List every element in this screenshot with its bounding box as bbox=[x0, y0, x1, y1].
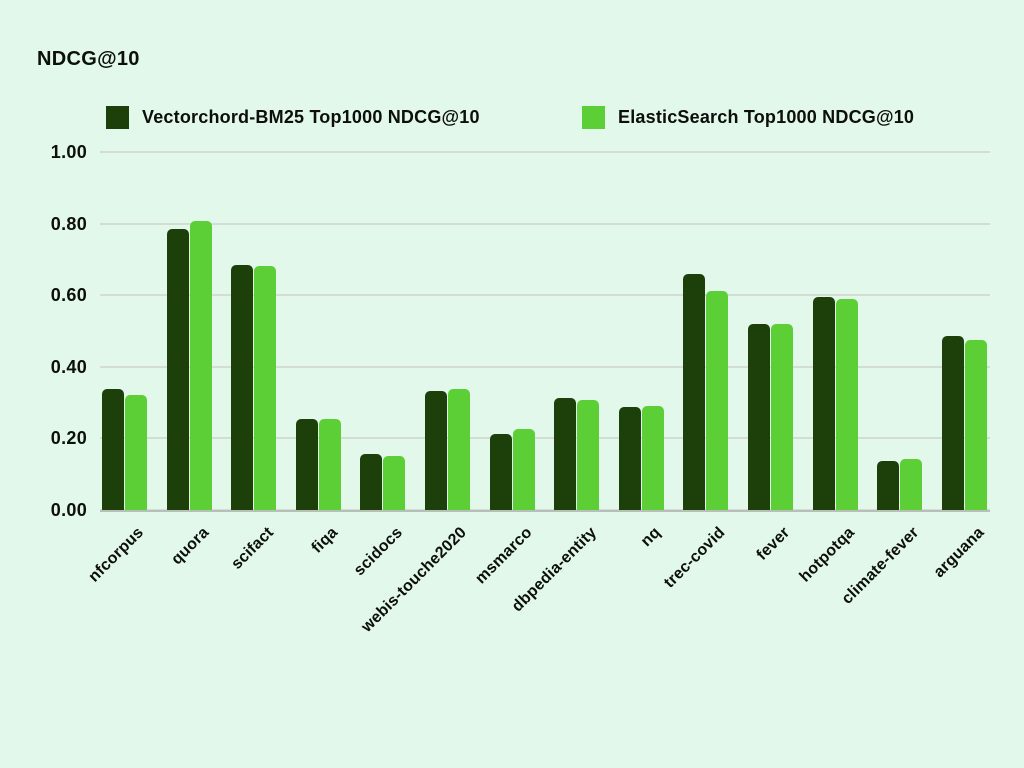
bar-nfcorpus-vectorchord bbox=[102, 389, 124, 510]
x-axis-label-quora: quora bbox=[167, 524, 213, 569]
bar-arguana-elasticsearch bbox=[964, 339, 987, 510]
x-axis-label-scifact: scifact bbox=[227, 524, 277, 573]
x-axis-label-fiqa: fiqa bbox=[308, 524, 342, 557]
legend-swatch-vectorchord-icon bbox=[106, 106, 129, 129]
bar-climate-fever-elasticsearch bbox=[900, 458, 923, 510]
bar-trec-covid-elasticsearch bbox=[706, 290, 729, 510]
y-tick-label-0.80: 0.80 bbox=[50, 213, 87, 234]
bar-climate-fever-vectorchord bbox=[877, 461, 900, 510]
bar-dbpedia-entity-vectorchord bbox=[554, 397, 577, 510]
y-tick-label-0.00: 0.00 bbox=[50, 500, 87, 520]
bar-trec-covid-vectorchord bbox=[683, 273, 706, 510]
bar-hotpotqa-vectorchord bbox=[812, 296, 835, 510]
chart-title: NDCG@10 bbox=[37, 48, 140, 70]
gridline-1.00 bbox=[100, 151, 990, 153]
bar-webis-touche2020-vectorchord bbox=[425, 391, 447, 510]
legend-swatch-elasticsearch-icon bbox=[582, 106, 605, 129]
bar-hotpotqa-elasticsearch bbox=[835, 298, 858, 510]
x-axis-label-fever: fever bbox=[753, 524, 794, 564]
bar-scifact-vectorchord bbox=[231, 264, 254, 510]
bar-msmarco-elasticsearch bbox=[512, 428, 535, 510]
x-axis-label-scidocs: scidocs bbox=[350, 524, 406, 580]
bar-scifact-elasticsearch bbox=[254, 265, 277, 510]
bar-nq-vectorchord bbox=[618, 406, 641, 510]
gridline-0.80 bbox=[100, 222, 990, 225]
gridline-0.40 bbox=[100, 365, 990, 368]
bar-fiqa-elasticsearch bbox=[318, 419, 341, 510]
bar-fever-elasticsearch bbox=[771, 323, 793, 510]
bar-fiqa-vectorchord bbox=[295, 419, 318, 510]
legend-label-vectorchord: Vectorchord-BM25 Top1000 NDCG@10 bbox=[142, 107, 480, 127]
y-tick-label-1.00: 1.00 bbox=[50, 142, 87, 162]
x-axis-label-hotpotqa: hotpotqa bbox=[796, 524, 859, 586]
bar-scidocs-vectorchord bbox=[360, 454, 383, 510]
bar-webis-touche2020-elasticsearch bbox=[448, 389, 470, 510]
legend-item-vectorchord: Vectorchord-BM25 Top1000 NDCG@10 bbox=[106, 106, 480, 129]
plot-area: 0.00 0.20 0.40 0.60 0.80 1.00 nfcorpus quora sc… bbox=[51, 142, 990, 636]
x-axis-label-msmarco: msmarco bbox=[471, 524, 536, 588]
bar-arguana-vectorchord bbox=[941, 335, 964, 510]
x-axis-label-arguana: arguana bbox=[930, 524, 988, 582]
bar-quora-elasticsearch bbox=[189, 221, 212, 510]
gridline-0.20 bbox=[100, 437, 990, 440]
bar-nfcorpus-elasticsearch bbox=[125, 395, 147, 510]
x-axis-line bbox=[100, 510, 990, 512]
bar-msmarco-vectorchord bbox=[489, 433, 512, 510]
bar-scidocs-elasticsearch bbox=[383, 455, 406, 510]
bar-dbpedia-entity-elasticsearch bbox=[577, 400, 600, 510]
y-tick-label-0.40: 0.40 bbox=[50, 356, 87, 377]
gridline-0.60 bbox=[100, 294, 990, 297]
y-tick-label-0.20: 0.20 bbox=[50, 428, 87, 449]
x-axis-label-nq: nq bbox=[638, 524, 665, 551]
legend-item-elasticsearch: ElasticSearch Top1000 NDCG@10 bbox=[582, 106, 914, 129]
bar-fever-vectorchord bbox=[748, 323, 770, 510]
legend-label-elasticsearch: ElasticSearch Top1000 NDCG@10 bbox=[618, 107, 915, 127]
y-tick-label-0.60: 0.60 bbox=[50, 285, 87, 306]
bar-quora-vectorchord bbox=[166, 228, 189, 510]
bar-nq-elasticsearch bbox=[641, 405, 664, 510]
x-axis-label-trec-covid: trec-covid bbox=[661, 524, 729, 592]
x-axis-label-nfcorpus: nfcorpus bbox=[85, 524, 148, 586]
